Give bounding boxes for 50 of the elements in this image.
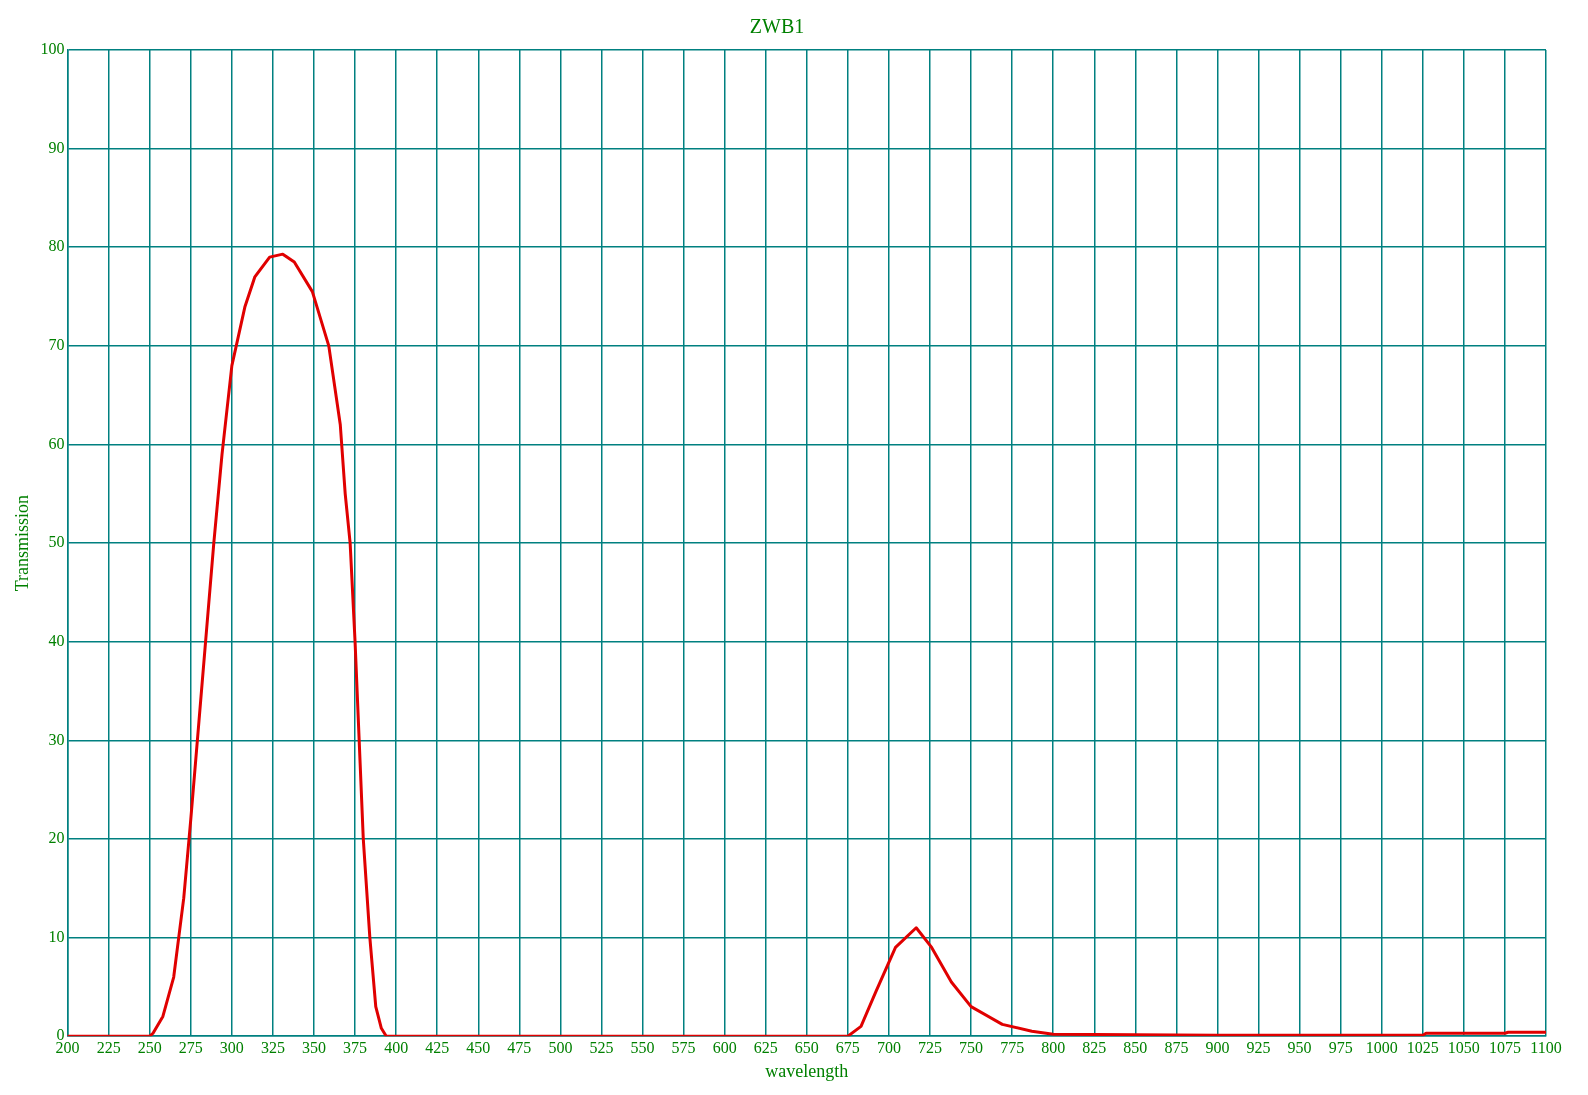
x-tick-label: 975 [1328, 1039, 1353, 1056]
x-tick-label: 775 [1000, 1039, 1025, 1056]
y-tick-label: 10 [48, 927, 65, 945]
y-tick-label: 60 [48, 434, 65, 452]
x-tick-label: 650 [794, 1039, 819, 1056]
x-tick-label: 625 [753, 1039, 778, 1056]
x-tick-label: 1025 [1406, 1039, 1439, 1056]
y-tick-label: 80 [48, 237, 65, 255]
x-tick-label: 575 [671, 1039, 696, 1056]
x-tick-label: 700 [876, 1039, 901, 1056]
x-tick-label: 600 [712, 1039, 737, 1056]
x-tick-label: 950 [1287, 1039, 1312, 1056]
chart-title: ZWB1 [749, 15, 805, 38]
x-tick-label: 825 [1082, 1039, 1107, 1056]
x-tick-label: 800 [1041, 1039, 1066, 1056]
x-tick-label: 850 [1123, 1039, 1148, 1056]
x-tick-label: 900 [1205, 1039, 1230, 1056]
y-tick-label: 70 [48, 336, 65, 354]
x-tick-label: 1100 [1530, 1039, 1562, 1056]
x-tick-label: 300 [219, 1039, 244, 1056]
x-tick-label: 275 [178, 1039, 203, 1056]
x-tick-label: 750 [959, 1039, 984, 1056]
x-tick-label: 525 [589, 1039, 614, 1056]
y-tick-label: 30 [48, 730, 65, 748]
y-tick-label: 90 [48, 138, 65, 156]
x-tick-label: 375 [343, 1039, 368, 1056]
x-tick-label: 725 [918, 1039, 942, 1056]
x-tick-label: 250 [137, 1039, 162, 1056]
x-tick-label: 1075 [1488, 1039, 1521, 1056]
y-tick-label: 40 [48, 631, 65, 649]
x-tick-label: 400 [384, 1039, 409, 1056]
x-tick-label: 475 [507, 1039, 532, 1056]
y-tick-label: 100 [40, 40, 65, 58]
x-tick-label: 1050 [1447, 1039, 1480, 1056]
x-tick-label: 325 [260, 1039, 285, 1056]
y-axis-title: Transmission [11, 494, 32, 592]
x-tick-label: 550 [630, 1039, 655, 1056]
x-tick-label: 225 [96, 1039, 121, 1056]
x-tick-label: 450 [466, 1039, 491, 1056]
x-tick-label: 350 [302, 1039, 326, 1056]
x-axis-title: wavelength [765, 1060, 849, 1081]
x-tick-label: 200 [55, 1039, 80, 1056]
x-tick-label: 875 [1164, 1039, 1189, 1056]
x-tick-label: 925 [1246, 1039, 1271, 1056]
x-tick-label: 1000 [1365, 1039, 1398, 1056]
y-tick-label: 20 [48, 829, 65, 847]
x-tick-label: 675 [835, 1039, 860, 1056]
x-tick-label: 500 [548, 1039, 573, 1056]
y-tick-label: 50 [48, 533, 65, 551]
x-tick-label: 425 [425, 1039, 450, 1056]
